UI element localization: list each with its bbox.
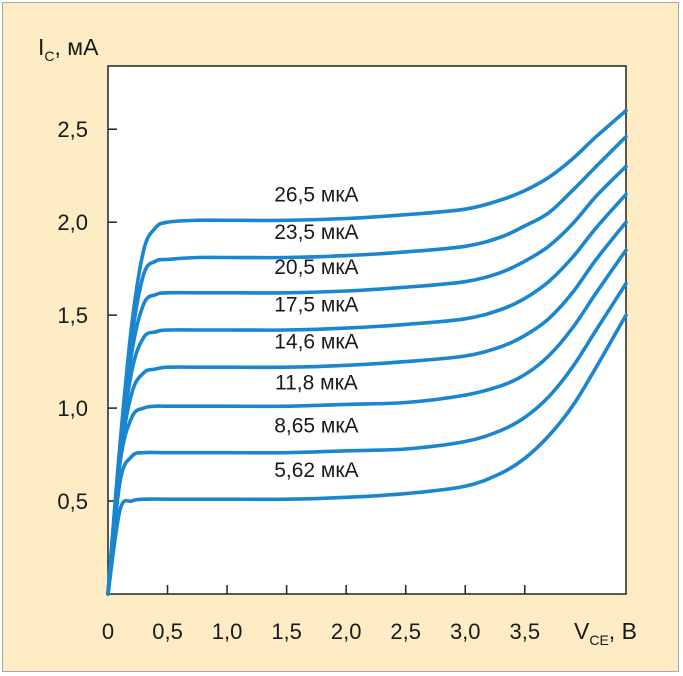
curve-labels: 26,5 мкА 23,5 мкА 20,5 мкА 17,5 мкА 14,6 мкА… <box>274 184 358 482</box>
series-line <box>106 108 628 596</box>
series-label: 14,6 мкА <box>274 331 358 354</box>
series-label: 5,62 мкА <box>274 459 358 482</box>
series-label: 23,5 мкА <box>274 221 358 244</box>
series-label: 11,8 мкА <box>275 371 358 394</box>
series-label: 8,65 мкА <box>274 414 358 437</box>
series-label: 26,5 мкА <box>274 184 358 207</box>
series-line <box>106 281 628 596</box>
y-axis-title-sub: C <box>44 48 54 64</box>
series-line <box>106 220 628 596</box>
series-line <box>106 248 628 596</box>
x-tick-label: 3,5 <box>509 619 540 644</box>
ticks: 0 0,5 1,0 1,5 2,0 2,5 3,0 3,5 0,5 1,0 1,5 2,0 2,5 <box>57 117 540 644</box>
y-tick-label: 1,5 <box>57 303 88 328</box>
series-line <box>106 164 628 596</box>
y-tick-label: 0,5 <box>57 489 88 514</box>
x-axis-title-sub: CE <box>589 632 608 648</box>
series-label: 20,5 мкА <box>274 256 358 279</box>
x-axis-title: VCE, В <box>574 618 637 648</box>
x-axis-title-main: V <box>574 618 590 644</box>
x-tick-label: 3,0 <box>450 619 481 644</box>
x-tick-label: 1,0 <box>212 619 243 644</box>
x-tick-label: 1,5 <box>271 619 302 644</box>
series-line <box>106 134 628 596</box>
series-line <box>106 192 628 596</box>
y-axis-title-main: I <box>38 34 44 60</box>
x-tick-label: 0 <box>102 619 114 644</box>
x-tick-label: 2,5 <box>390 619 421 644</box>
y-axis-title: IC, мА <box>38 34 99 64</box>
x-tick-label: 0,5 <box>152 619 183 644</box>
y-tick-label: 2,0 <box>57 210 88 235</box>
series-line <box>106 313 628 596</box>
curves <box>106 108 628 596</box>
x-tick-label: 2,0 <box>331 619 362 644</box>
series-label: 17,5 мкА <box>274 293 358 316</box>
y-axis-title-rest: , мА <box>55 34 100 60</box>
y-tick-label: 1,0 <box>57 396 88 421</box>
y-tick-label: 2,5 <box>57 117 88 142</box>
x-axis-title-rest: , В <box>609 618 637 644</box>
